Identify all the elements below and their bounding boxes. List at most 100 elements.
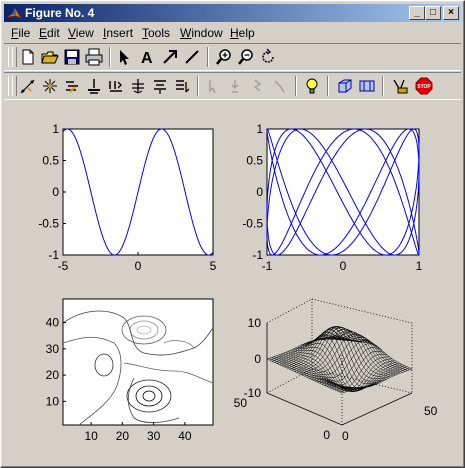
align-icon[interactable] <box>62 76 82 96</box>
toolbar-grip[interactable] <box>12 76 17 96</box>
print-icon[interactable] <box>84 47 104 67</box>
menu-help[interactable]: Help <box>230 26 255 40</box>
view-icon[interactable] <box>357 76 377 96</box>
maximize-button[interactable]: □ <box>425 6 441 20</box>
cursor-3-icon[interactable] <box>248 76 268 96</box>
stop-icon[interactable]: STOP <box>414 76 434 96</box>
menu-tools[interactable]: Tools <box>142 26 171 40</box>
z-tick-label: -10 <box>244 386 262 400</box>
y-tick-label: 0 <box>342 429 349 443</box>
matlab-logo-icon <box>6 7 22 19</box>
toolbar-separator <box>197 76 199 96</box>
y-tick-label: 0.5 <box>246 154 263 168</box>
y-tick-label: 20 <box>46 368 60 382</box>
menu-insert[interactable]: Insert <box>103 26 134 40</box>
insert-text-icon[interactable]: A <box>137 47 157 67</box>
zoom-out-icon[interactable] <box>236 47 256 67</box>
rotate-icon[interactable] <box>258 47 278 67</box>
close-icon: × <box>448 7 454 18</box>
align-top-icon[interactable] <box>150 76 170 96</box>
new-file-icon[interactable] <box>18 47 38 67</box>
subplot-2[interactable]: -1 0 1 1 0.5 0 -0.5 -1 <box>242 122 422 273</box>
distribute-icon[interactable] <box>84 76 104 96</box>
x-tick-label: 0 <box>323 428 330 442</box>
cursor-2-icon[interactable] <box>226 76 246 96</box>
contour-lines <box>62 310 214 426</box>
x-tick-label: 40 <box>178 429 192 443</box>
cursor-4-icon[interactable] <box>270 76 290 96</box>
y-tick-label: -0.5 <box>242 217 263 231</box>
minimize-icon: _ <box>414 7 420 18</box>
y-tick-label: 0 <box>52 185 59 199</box>
x-tick-label: 0 <box>340 259 347 273</box>
open-folder-icon[interactable] <box>40 47 60 67</box>
z-tick-label: 10 <box>248 316 262 330</box>
select-points-icon[interactable] <box>40 76 60 96</box>
insert-line-icon[interactable] <box>182 47 202 67</box>
surface-box <box>266 298 413 426</box>
align-center-icon[interactable] <box>128 76 148 96</box>
maximize-icon: □ <box>429 7 437 18</box>
subplot-3[interactable]: 10 20 30 40 40 30 20 10 <box>46 298 214 443</box>
surface-mesh <box>266 326 413 394</box>
toolbar-grip[interactable] <box>12 47 17 67</box>
subplot-2-ticks: -1 0 1 1 0.5 0 -0.5 -1 <box>242 122 422 273</box>
x-tick-label: -5 <box>58 259 69 273</box>
cursor-1-icon[interactable] <box>204 76 224 96</box>
menu-window[interactable]: Window <box>180 26 223 40</box>
minimize-button[interactable]: _ <box>409 6 425 20</box>
x-tick-label: 0 <box>135 259 142 273</box>
camera-icon[interactable] <box>390 76 410 96</box>
toolbar-separator <box>327 76 329 96</box>
y-tick-label: 0 <box>256 185 263 199</box>
align-bottom-icon[interactable] <box>106 76 126 96</box>
subplot-2-axes <box>266 128 420 256</box>
cube-icon[interactable] <box>335 76 355 96</box>
svg-text:A: A <box>141 50 153 67</box>
x-tick-label: 5 <box>210 259 217 273</box>
subplot-1-ticks: -5 0 5 1 0.5 0 -0.5 -1 <box>38 122 216 273</box>
select-arrow-icon[interactable] <box>114 47 134 67</box>
toolbar-separator <box>295 76 297 96</box>
figure-canvas[interactable]: -5 0 5 1 0.5 0 -0.5 -1 -1 0 1 1 0.5 0 -0.5 -1 <box>4 103 461 464</box>
menu-view[interactable]: View <box>68 26 94 40</box>
y-tick-label: 1 <box>52 122 59 136</box>
y-tick-label: 30 <box>46 342 60 356</box>
edit-points-icon[interactable] <box>18 76 38 96</box>
y-tick-label: -1 <box>48 248 59 262</box>
surface-wireframe <box>266 326 413 394</box>
y-tick-label: 1 <box>256 122 263 136</box>
y-tick-label: -0.5 <box>38 217 59 231</box>
x-tick-label: 30 <box>147 429 161 443</box>
save-icon[interactable] <box>62 47 82 67</box>
y-tick-label: 40 <box>46 316 60 330</box>
y-tick-label: 0.5 <box>42 154 59 168</box>
x-tick-label: 20 <box>116 429 130 443</box>
figure-toolbar: A <box>4 43 461 71</box>
menu-file[interactable]: File <box>11 26 31 40</box>
y-tick-label: -1 <box>252 248 263 262</box>
x-tick-label: 10 <box>84 429 98 443</box>
sine-series <box>62 128 214 256</box>
toolbar-separator <box>207 47 209 67</box>
insert-arrow-icon[interactable] <box>160 47 180 67</box>
window-title: Figure No. 4 <box>25 6 95 20</box>
menu-edit[interactable]: Edit <box>39 26 60 40</box>
subplot-1[interactable]: -5 0 5 1 0.5 0 -0.5 -1 <box>38 122 216 273</box>
zoom-in-icon[interactable] <box>214 47 234 67</box>
x-tick-label: -1 <box>262 259 273 273</box>
z-tick-label: 0 <box>254 352 261 366</box>
align-right-icon[interactable] <box>172 76 192 96</box>
toolbar-separator <box>382 76 384 96</box>
lightbulb-icon[interactable] <box>302 76 322 96</box>
subplot-3-ticks: 10 20 30 40 40 30 20 10 <box>46 316 192 443</box>
title-bar[interactable]: Figure No. 4 _ □ × <box>4 4 461 22</box>
close-button[interactable]: × <box>443 6 459 20</box>
x-tick-label: 1 <box>416 259 423 273</box>
y-tick-label: 50 <box>424 404 438 418</box>
y-tick-label: 10 <box>46 394 60 408</box>
x-tick-label: 50 <box>234 396 248 410</box>
